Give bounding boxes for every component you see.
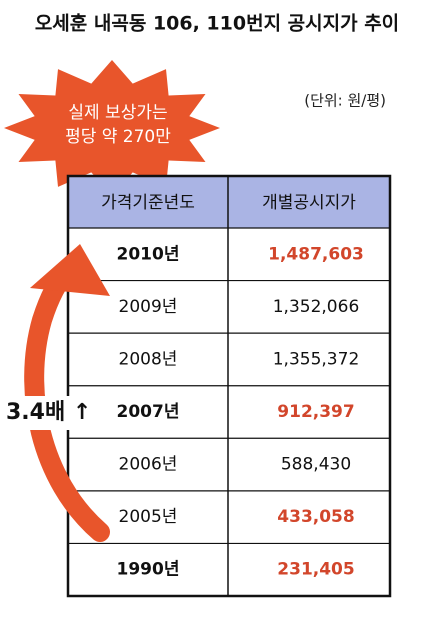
price-cell: 1,487,603 xyxy=(268,244,364,264)
arrow-head xyxy=(30,244,110,296)
price-cell: 231,405 xyxy=(277,560,354,580)
year-cell: 2006년 xyxy=(119,455,178,475)
table: 가격기준년도 개별공시지가 2010년 1,487,603 2009년 1,352,0… xyxy=(66,174,392,598)
header-row xyxy=(68,176,390,228)
price-cell: 1,355,372 xyxy=(273,349,360,369)
year-cell: 1990년 xyxy=(117,560,180,580)
year-cell: 2009년 xyxy=(119,297,178,317)
price-cell: 588,430 xyxy=(281,455,351,475)
price-cell: 912,397 xyxy=(277,402,354,422)
price-cell: 433,058 xyxy=(277,507,354,527)
price-cell: 1,352,066 xyxy=(273,297,360,317)
title: 오세훈 내곡동 106, 110번지 공시지가 추이 xyxy=(35,12,399,35)
unit-note: (단위: 원/평) xyxy=(304,92,386,110)
year-cell: 2010년 xyxy=(117,244,180,264)
year-cell: 2008년 xyxy=(119,349,178,369)
growth-label: 3.4배 ↑ xyxy=(6,400,91,425)
year-cell: 2007년 xyxy=(117,402,180,422)
year-cell: 2005년 xyxy=(119,507,178,527)
label-bg xyxy=(2,396,104,430)
burst-line: 평당 약 270만 xyxy=(65,127,171,147)
starburst xyxy=(4,60,220,196)
burst-line: 실제 보상가는 xyxy=(68,103,167,123)
header-cell: 가격기준년도 xyxy=(101,193,195,213)
header-cell: 개별공시지가 xyxy=(262,193,356,213)
